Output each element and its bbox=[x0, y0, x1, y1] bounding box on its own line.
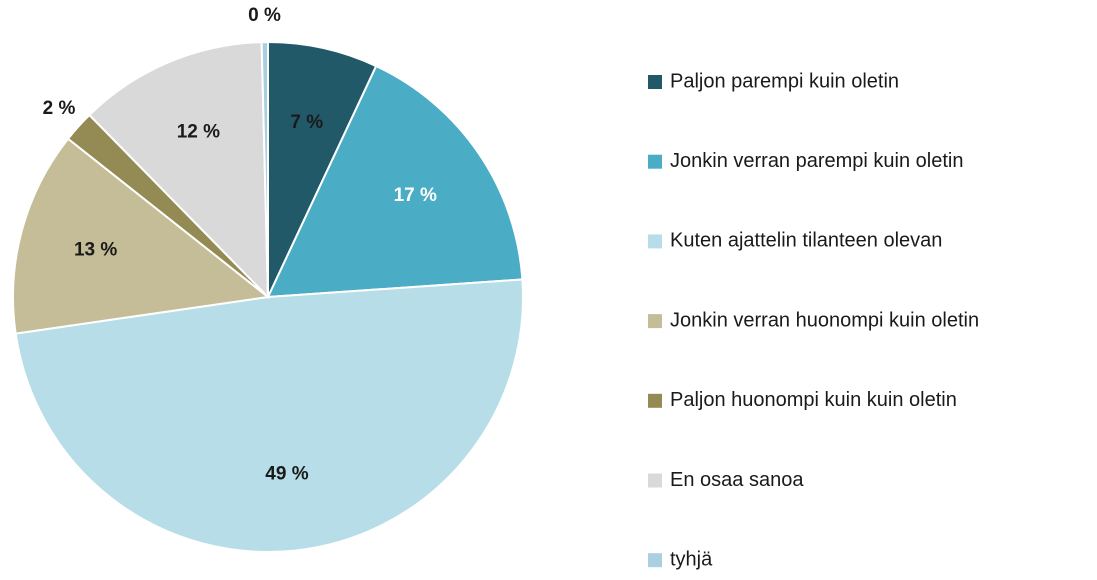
legend-swatch bbox=[648, 154, 662, 169]
legend-label: En osaa sanoa bbox=[670, 469, 804, 491]
legend-label: Paljon huonompi kuin kuin oletin bbox=[670, 389, 957, 411]
legend-swatch bbox=[648, 553, 662, 568]
pie-slice bbox=[266, 64, 524, 299]
data-label: 7 % bbox=[290, 112, 323, 133]
legend-label: tyhjä bbox=[670, 548, 713, 570]
pie-slice bbox=[14, 278, 524, 553]
data-label: 13 % bbox=[74, 240, 117, 261]
legend-swatch bbox=[648, 234, 662, 249]
legend-swatch bbox=[648, 314, 662, 329]
legend-swatch bbox=[648, 393, 662, 408]
legend-label: Jonkin verran huonompi kuin oletin bbox=[670, 309, 979, 331]
data-label: 12 % bbox=[177, 122, 220, 143]
legend-swatch bbox=[648, 473, 662, 488]
legend-swatch bbox=[648, 75, 662, 89]
data-label: 17 % bbox=[394, 185, 437, 206]
data-label: 0 % bbox=[248, 5, 281, 26]
legend-label: Paljon parempi kuin oletin bbox=[670, 70, 899, 92]
pie-slice bbox=[260, 40, 269, 298]
pie-slice bbox=[267, 40, 378, 298]
pie-slice bbox=[12, 137, 271, 335]
data-label: 49 % bbox=[265, 464, 308, 485]
data-label: 2 % bbox=[43, 98, 76, 119]
legend-label: Jonkin verran parempi kuin oletin bbox=[670, 150, 964, 172]
pie-slice bbox=[87, 41, 270, 300]
legend-label: Kuten ajattelin tilanteen olevan bbox=[670, 230, 942, 252]
